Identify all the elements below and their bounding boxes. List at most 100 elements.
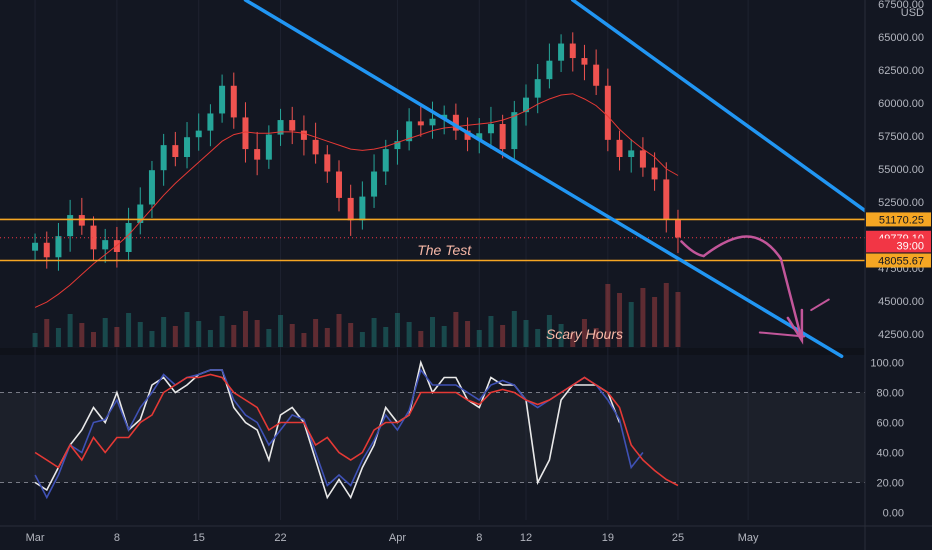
candle — [148, 170, 155, 205]
volume-bar — [231, 325, 237, 347]
channel-line — [571, 0, 879, 221]
volume-bar — [102, 318, 108, 347]
candle — [195, 130, 202, 138]
oscillator-tick-label: 80.00 — [876, 388, 904, 400]
volume-bar — [558, 324, 564, 347]
volume-bar — [546, 315, 552, 347]
price-tick-label: 52500.00 — [878, 197, 924, 209]
volume-bar — [476, 330, 482, 347]
candle — [651, 167, 658, 180]
volume-bar — [593, 328, 599, 347]
oscillator-tick-label: 100.00 — [870, 358, 904, 370]
volume-bar — [570, 333, 576, 347]
candle — [219, 85, 226, 114]
candle — [265, 134, 272, 160]
volume-bar — [500, 325, 506, 347]
candle — [277, 120, 284, 135]
candle — [55, 236, 62, 258]
volume-bar — [55, 328, 61, 347]
candle — [452, 114, 459, 131]
candle — [207, 113, 214, 131]
volume-bar — [219, 316, 225, 347]
oscillator-series-line — [34, 368, 644, 500]
candle — [324, 154, 331, 172]
volume-bar — [640, 288, 646, 347]
annotation-label: The Test — [417, 242, 472, 258]
volume-bar — [675, 292, 681, 347]
oscillator-pane — [0, 359, 865, 500]
price-tick-label: 62500.00 — [878, 65, 924, 77]
volume-bar — [488, 316, 494, 347]
candle — [335, 171, 342, 198]
candle — [476, 133, 483, 140]
candle — [43, 242, 50, 258]
candle — [137, 204, 144, 223]
time-tick-label: 15 — [193, 532, 205, 544]
time-tick-label: Mar — [26, 532, 45, 544]
candle — [230, 85, 237, 118]
volume-bar — [348, 323, 354, 347]
volume-bar — [313, 319, 319, 347]
candle — [371, 171, 378, 197]
volume-bar — [336, 314, 342, 347]
volume-bar — [242, 311, 248, 347]
candle — [382, 149, 389, 172]
candle — [67, 215, 74, 237]
volume-bar — [418, 331, 424, 347]
candle — [184, 137, 191, 158]
oscillator-tick-label: 60.00 — [876, 418, 904, 430]
candle — [429, 118, 436, 126]
projection-path — [758, 298, 830, 338]
volume-bar — [453, 312, 459, 347]
candle — [113, 240, 120, 253]
candle — [359, 196, 366, 221]
volume-bar — [406, 322, 412, 347]
price-tick-label: 55000.00 — [878, 164, 924, 176]
time-tick-label: 12 — [520, 532, 532, 544]
volume-bar — [523, 320, 529, 347]
volume-bar — [44, 319, 50, 347]
volume-bar — [535, 329, 541, 347]
time-tick-label: Apr — [389, 532, 406, 544]
time-tick-label: 19 — [602, 532, 614, 544]
candle — [347, 197, 354, 221]
oscillator-band — [0, 392, 865, 483]
candle — [464, 130, 471, 140]
candle — [628, 150, 635, 158]
time-tick-label: 22 — [274, 532, 286, 544]
price-tag-label: 39:00 — [896, 240, 924, 252]
candle — [312, 139, 319, 155]
candle — [90, 225, 97, 250]
volume-bar — [289, 324, 295, 347]
price-tag — [866, 253, 931, 268]
candle — [581, 58, 588, 65]
volume-bar — [67, 314, 73, 347]
candle — [487, 124, 494, 134]
time-tick-label: 8 — [114, 532, 120, 544]
volume-bar — [172, 326, 178, 347]
volume-bar — [278, 315, 284, 347]
candle — [558, 43, 565, 61]
projection-path — [680, 240, 705, 258]
candle — [394, 141, 401, 150]
volume-bar — [581, 319, 587, 347]
candle — [604, 85, 611, 140]
pane-separator — [0, 348, 932, 355]
candle — [160, 145, 167, 171]
volume-bar — [161, 317, 167, 347]
volume-bar — [91, 332, 97, 347]
volume-bar — [149, 331, 155, 347]
volume-bar — [126, 313, 132, 347]
price-tick-label: 42500.00 — [878, 329, 924, 341]
candle — [523, 97, 530, 113]
price-tag — [866, 212, 931, 227]
volume-bar — [32, 333, 38, 347]
oscillator-tick-label: 20.00 — [876, 478, 904, 490]
candle — [78, 215, 85, 226]
oscillator-tick-label: 40.00 — [876, 448, 904, 460]
volume-bar — [605, 284, 611, 347]
candle — [417, 121, 424, 126]
projection-arrowhead — [786, 308, 804, 345]
candle — [593, 64, 600, 86]
volume-bar — [652, 297, 658, 347]
